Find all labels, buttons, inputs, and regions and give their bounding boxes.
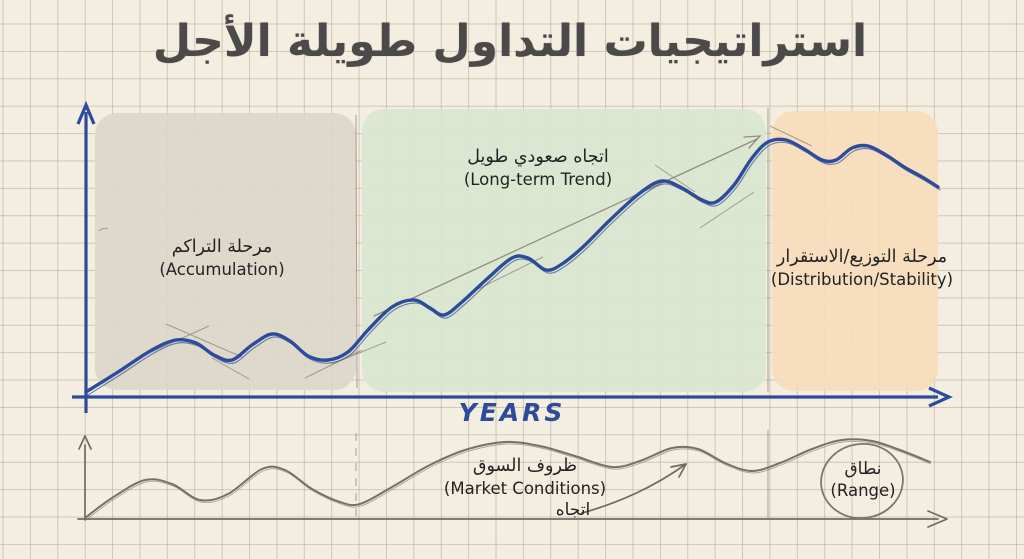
bottom-trend-arrow — [581, 463, 687, 514]
sketch-tangent — [699, 191, 755, 229]
sketch-tangent — [769, 125, 813, 147]
x-axis-label-years: YEARS — [458, 398, 566, 427]
label-distribution-stability: مرحلة التوزيع/الاستقرار (Distribution/St… — [771, 246, 953, 291]
range-circle — [820, 443, 904, 519]
label-long-term-trend-ar: اتجاه صعودي طويل — [467, 147, 609, 167]
page-title: استراتيجيات التداول طويلة الأجل — [152, 16, 868, 67]
label-market-conditions-ar: ظروف السوق — [472, 456, 578, 476]
label-range-ar: نطاق — [844, 459, 882, 479]
sketch-tangent — [211, 357, 250, 380]
label-distribution-stability-ar: مرحلة التوزيع/الاستقرار — [776, 247, 948, 267]
zone-accumulation — [95, 113, 356, 390]
label-accumulation-ar: مرحلة التراكم — [171, 237, 273, 257]
sketch-scribble — [98, 227, 109, 232]
sketch-tangent-marks — [98, 125, 813, 380]
main-y-axis-arrowhead — [76, 100, 96, 125]
label-long-term-trend: اتجاه صعودي طويل (Long-term Trend) — [464, 146, 612, 191]
bottom-trend-arrowhead — [670, 463, 687, 478]
sketch-tangent — [165, 323, 243, 358]
sketch-tangent — [304, 349, 363, 379]
label-market-conditions: ظروف السوق (Market Conditions) — [444, 455, 606, 500]
label-trend-ar: اتجاه — [555, 500, 591, 520]
zone-distribution-stability — [772, 111, 938, 391]
sketch-tangent — [654, 164, 696, 193]
bottom-y-axis-arrowhead — [78, 435, 92, 450]
trend-arrow-line — [373, 138, 758, 317]
label-long-term-trend-en: (Long-term Trend) — [463, 170, 613, 189]
label-market-conditions-en: (Market Conditions) — [443, 479, 607, 498]
label-range: نطاق (Range) — [830, 458, 895, 502]
label-range-en: (Range) — [830, 481, 896, 500]
label-accumulation-en: (Accumulation) — [159, 260, 285, 279]
label-distribution-stability-en: (Distribution/Stability) — [770, 270, 954, 289]
market-conditions-curve — [84, 438, 931, 519]
price-curve — [84, 137, 940, 394]
market-conditions-curve-echo — [85, 440, 932, 521]
trend-arrowhead — [743, 135, 762, 149]
main-x-axis-arrowhead — [928, 386, 953, 408]
label-accumulation: مرحلة التراكم (Accumulation) — [159, 236, 284, 281]
bottom-x-axis-arrowhead — [927, 510, 948, 528]
zone-separator-line-1 — [355, 114, 358, 389]
